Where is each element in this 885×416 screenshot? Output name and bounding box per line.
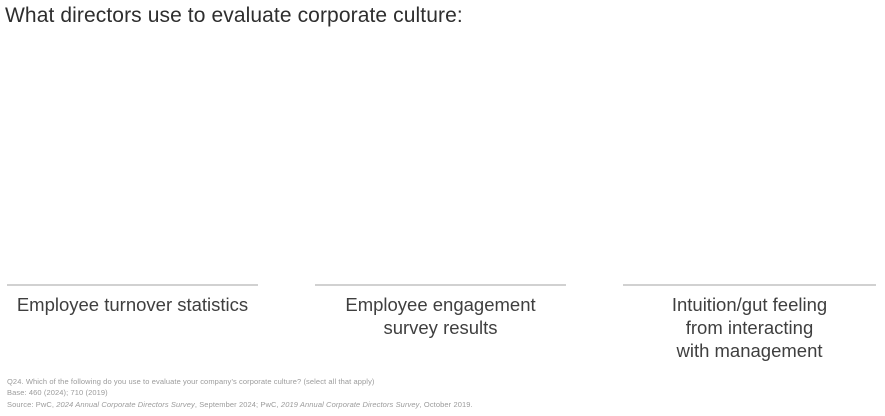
category-label-engagement: Employee engagement survey results xyxy=(315,293,566,339)
category-column-intuition: Intuition/gut feeling from interacting w… xyxy=(623,284,876,362)
footnote-source: Source: PwC, 2024 Annual Corporate Direc… xyxy=(7,399,473,410)
footnote-source-part: , September 2024; PwC, xyxy=(194,399,281,409)
category-label-line: Employee turnover statistics xyxy=(16,294,249,315)
chart-plot-area xyxy=(7,36,876,284)
footnotes: Q24. Which of the following do you use t… xyxy=(7,376,473,410)
category-label-intuition: Intuition/gut feeling from interacting w… xyxy=(623,293,876,362)
category-label-line: survey results xyxy=(383,317,498,338)
column-divider xyxy=(623,284,876,286)
footnote-question: Q24. Which of the following do you use t… xyxy=(7,377,375,386)
category-label-line: Intuition/gut feeling xyxy=(671,294,828,315)
category-column-engagement: Employee engagement survey results xyxy=(315,284,566,362)
footnote-base: Base: 460 (2024); 710 (2019) xyxy=(7,388,108,398)
footnote-source-title-2019: 2019 Annual Corporate Directors Survey xyxy=(280,399,420,409)
column-divider xyxy=(315,284,566,286)
category-column-turnover: Employee turnover statistics xyxy=(7,284,258,362)
category-label-line: from interacting xyxy=(685,317,814,338)
column-divider xyxy=(7,284,258,286)
category-label-turnover: Employee turnover statistics xyxy=(7,293,258,316)
category-label-line: Employee engagement xyxy=(345,294,536,315)
footnote-source-part: Source: PwC, xyxy=(7,399,57,409)
category-columns: Employee turnover statistics Employee en… xyxy=(7,284,876,362)
chart-title: What directors use to evaluate corporate… xyxy=(5,4,463,27)
category-label-line: with management xyxy=(676,340,823,361)
footnote-source-part: , October 2019. xyxy=(419,399,473,409)
footnote-source-title-2024: 2024 Annual Corporate Directors Survey xyxy=(56,399,195,409)
